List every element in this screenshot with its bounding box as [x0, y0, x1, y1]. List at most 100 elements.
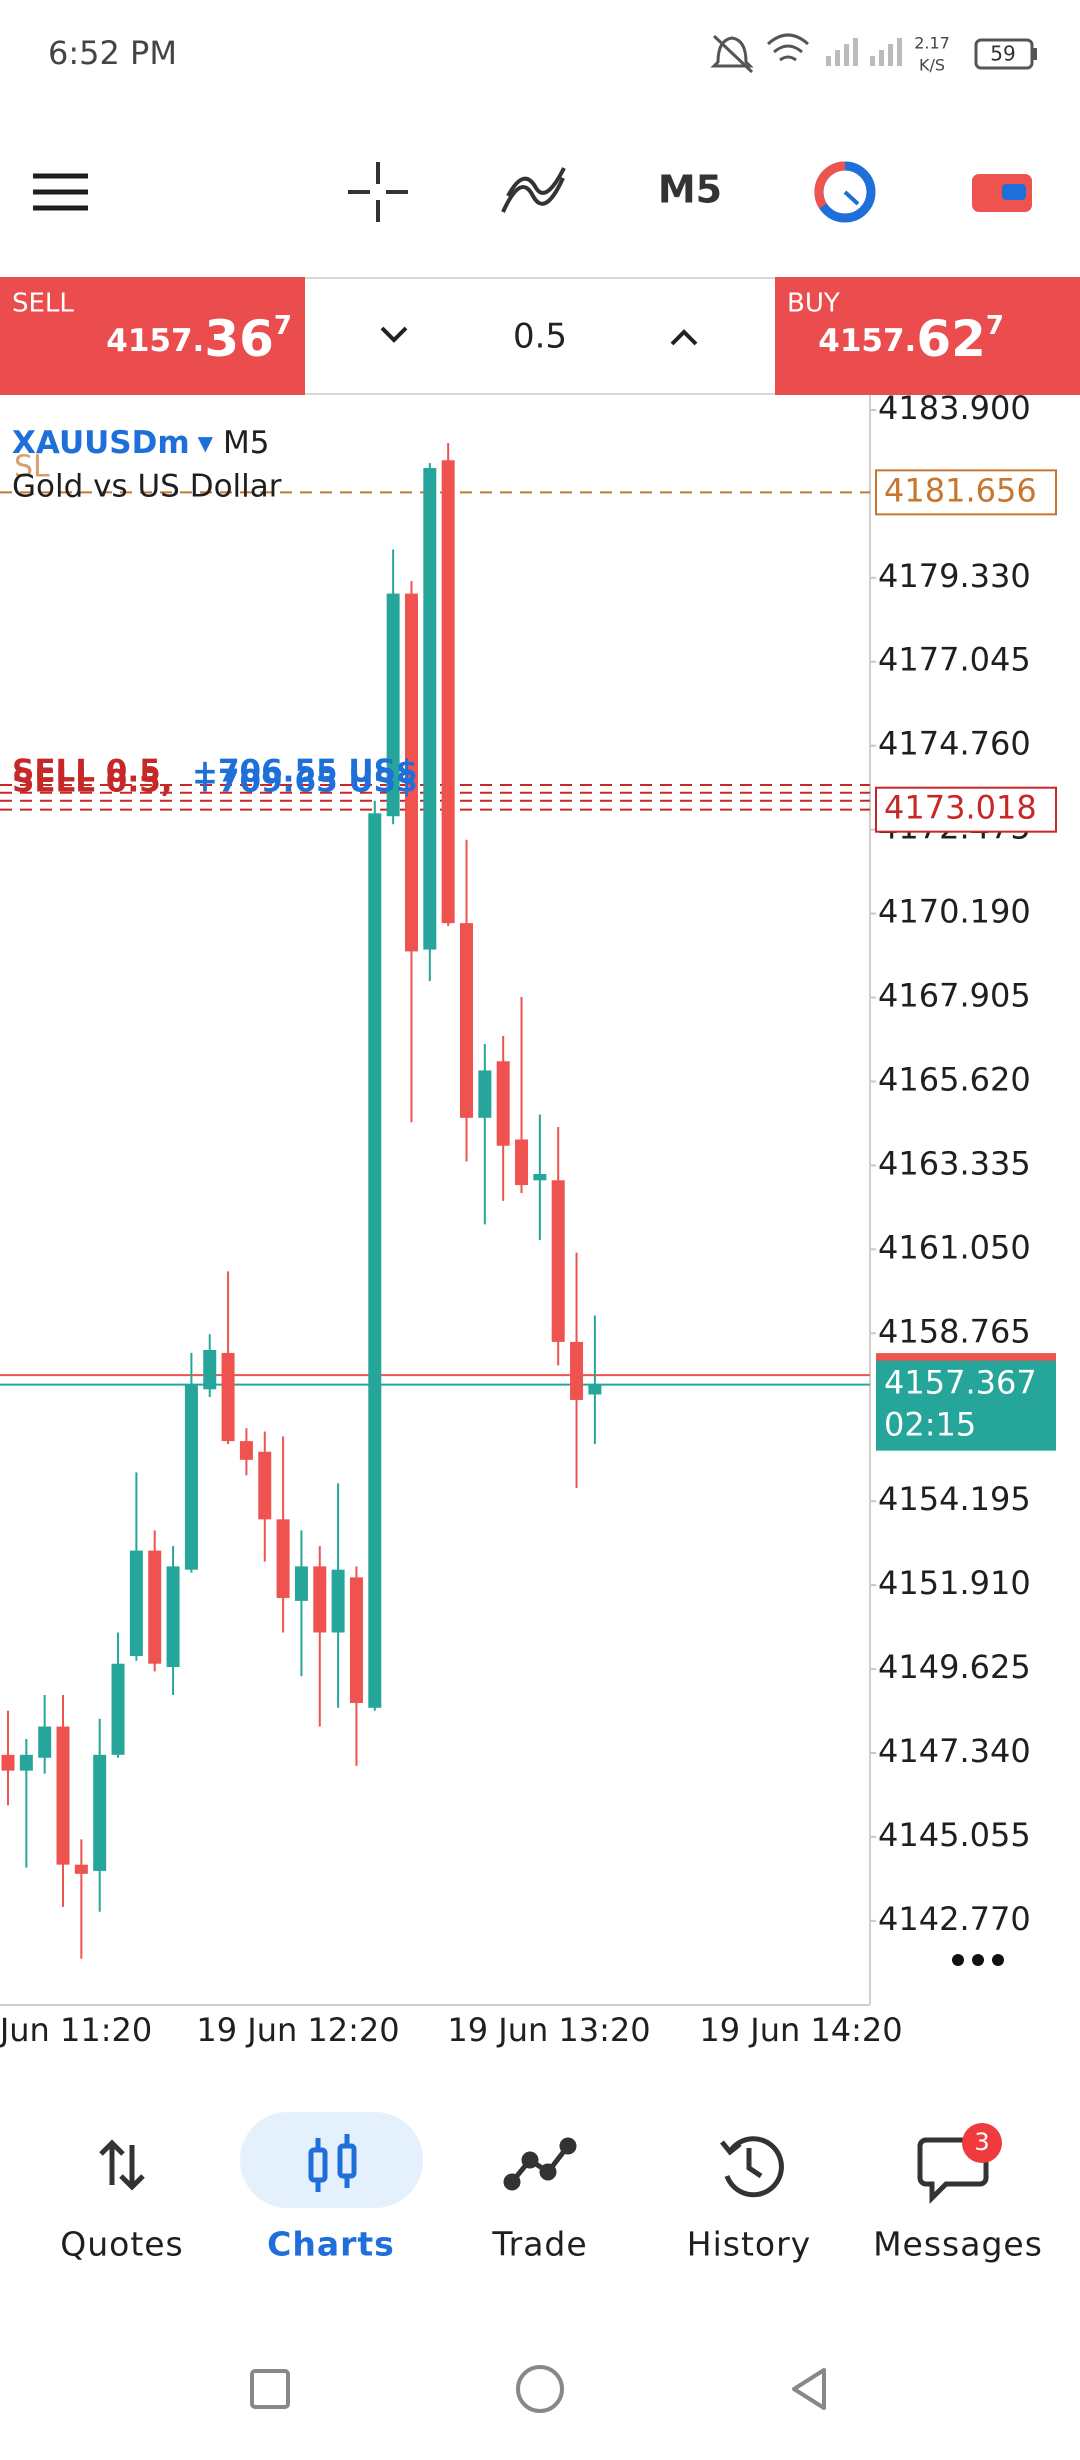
candle-body — [294, 1566, 308, 1601]
candle-body — [276, 1519, 290, 1598]
position-price: 4173.018 — [884, 789, 1037, 827]
y-tick-label: 4165.620 — [878, 1060, 1031, 1098]
y-tick-label: 4161.050 — [878, 1228, 1031, 1266]
candle-body — [1, 1754, 15, 1771]
more-button[interactable] — [952, 1954, 1004, 1966]
messages-icon — [917, 2123, 1002, 2205]
candle-body — [184, 1384, 198, 1570]
nav-item[interactable]: Messages — [873, 2225, 1043, 2264]
symbol-line: XAUUSDm ▼ M5 — [12, 425, 270, 461]
y-tick-label: 4151.910 — [878, 1564, 1031, 1602]
position-profit: +709.65 US$ — [192, 764, 417, 800]
candle-body — [74, 1864, 88, 1874]
candle-body — [111, 1663, 125, 1755]
active-tab-pill — [240, 2112, 423, 2208]
recents-button[interactable] — [250, 2369, 290, 2409]
bottom-nav: Quotes Charts Trade History Messages — [60, 2225, 1043, 2264]
candle-body — [386, 593, 400, 817]
candle-body — [423, 467, 437, 950]
candle-body — [515, 1139, 529, 1186]
y-tick-label: 4177.045 — [878, 641, 1031, 679]
x-tick-label: 19 Jun 13:20 — [447, 2011, 650, 2049]
battery: 59 — [990, 42, 1015, 66]
candle-body — [533, 1174, 547, 1181]
y-tick-label: 4170.190 — [878, 893, 1031, 931]
chart[interactable]: 4183.9004179.3304177.0454174.7604172.475… — [0, 389, 1057, 2049]
symbol[interactable]: XAUUSDm — [12, 425, 190, 461]
symbol-caret[interactable]: ▼ — [198, 431, 214, 455]
candle-body — [496, 1061, 510, 1146]
y-tick-label: 4179.330 — [878, 557, 1031, 595]
nav-item[interactable]: Quotes — [60, 2225, 184, 2264]
nav-item[interactable]: History — [687, 2225, 811, 2264]
price-big: 62 — [916, 310, 986, 368]
candle-body — [313, 1566, 327, 1633]
indicators-button[interactable] — [501, 167, 566, 213]
nav-item[interactable]: Charts — [267, 2225, 395, 2264]
one-click-button[interactable] — [972, 174, 1032, 212]
candle-body — [19, 1754, 33, 1771]
candle-body — [460, 923, 473, 1118]
candle-body — [93, 1754, 107, 1871]
bid-price-box — [876, 1360, 1056, 1451]
position-side: SELL 0.5, — [12, 764, 173, 800]
y-tick-label: 4174.760 — [878, 725, 1031, 763]
price-head: 4157. — [818, 323, 916, 359]
nav-item[interactable]: Trade — [491, 2225, 587, 2264]
trade-icon — [503, 2137, 577, 2191]
candle-body — [129, 1550, 143, 1657]
candle-body — [478, 1070, 492, 1118]
status-time: 6:52 PM — [48, 34, 177, 72]
candle-body — [203, 1349, 217, 1390]
menu-button[interactable] — [33, 173, 88, 211]
y-tick-label: 4145.055 — [878, 1816, 1031, 1854]
volume-down[interactable] — [380, 326, 408, 343]
candle-body — [331, 1569, 345, 1633]
symbol-description: Gold vs US Dollar — [12, 469, 282, 505]
sl-tag: SL — [14, 450, 50, 485]
timeframe-button[interactable]: M5 — [658, 168, 722, 212]
charts-icon — [308, 2134, 357, 2192]
net-speed-unit: K/S — [919, 56, 945, 75]
y-tick-label: 4142.770 — [878, 1900, 1031, 1938]
y-tick-label: 4167.905 — [878, 977, 1031, 1015]
candle-body — [148, 1550, 162, 1664]
price-sup: 7 — [986, 311, 1004, 341]
messages-badge: 3 — [974, 2128, 989, 2156]
candle-body — [258, 1451, 272, 1520]
y-tick-label: 4154.195 — [878, 1480, 1031, 1518]
price-sup: 7 — [274, 311, 292, 341]
history-icon — [720, 2136, 784, 2198]
chart-timeframe: M5 — [223, 425, 269, 461]
candle-body — [38, 1726, 52, 1758]
crosshair-button[interactable] — [348, 162, 408, 222]
candle-body — [368, 813, 382, 1708]
price-head: 4157. — [106, 323, 204, 359]
position-side: SELL 0.5 — [12, 754, 161, 790]
price-big: 36 — [204, 310, 274, 368]
sell-button[interactable] — [0, 277, 305, 395]
candle-body — [551, 1180, 565, 1342]
y-tick-label: 4163.335 — [878, 1144, 1031, 1182]
buy-button[interactable] — [775, 277, 1080, 395]
volume[interactable]: 0.5 — [513, 317, 567, 357]
back-button[interactable] — [792, 2368, 826, 2410]
sell-label: SELL — [12, 289, 74, 319]
bid-price: 4157.367 — [884, 1364, 1037, 1402]
buy-label: BUY — [787, 289, 840, 319]
position-price-box — [875, 786, 1057, 833]
home-button[interactable] — [516, 2365, 564, 2413]
trade-sessions-button[interactable] — [814, 161, 876, 223]
volume-up[interactable] — [670, 329, 698, 346]
candle-body — [404, 593, 418, 952]
bar-timer: 02:15 — [884, 1406, 976, 1444]
candle-body — [166, 1566, 180, 1668]
x-tick-label: 19 Jun 14:20 — [699, 2011, 902, 2049]
y-tick-label: 4149.625 — [878, 1648, 1031, 1686]
sell-price: 4157.367 — [106, 310, 292, 368]
candle-body — [441, 460, 455, 924]
y-tick-label: 4183.900 — [878, 389, 1031, 427]
candle-body — [239, 1441, 253, 1460]
